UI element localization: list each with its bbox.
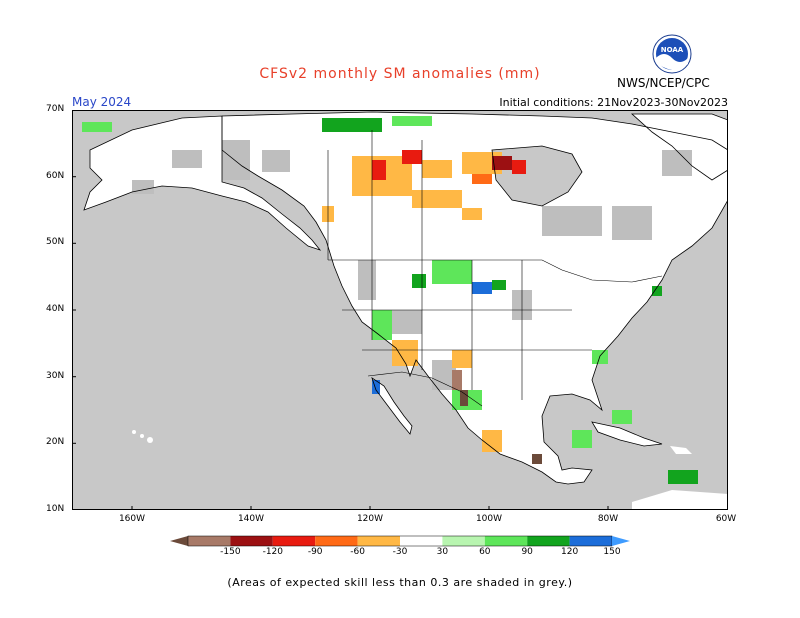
colorbar-tick-label: -30 [392,547,408,557]
initial-conditions-label: Initial conditions: 21Nov2023-30Nov2023 [499,96,728,109]
footnote: (Areas of expected skill less than 0.3 a… [227,576,573,589]
anomaly-cells [82,116,698,484]
colorbar-cell [484,536,528,546]
map-title: CFSv2 monthly SM anomalies (mm) [259,66,541,82]
political-borders [221,116,663,407]
valid-month-label: May 2024 [72,95,132,109]
colorbar-tick-label: 120 [561,547,579,557]
colorbar-arrow-right [612,536,630,546]
lat-label-20: 20N [46,437,65,447]
lat-label-30: 30N [46,371,65,381]
lon-label-120w: 120W [356,514,384,524]
lat-label-70: 70N [46,104,65,114]
colorbar-cell [272,536,316,546]
colorbar-tick-label: -90 [307,547,323,557]
lat-label-60: 60N [46,171,65,181]
colorbar-cell [400,536,443,546]
colorbar-cell [569,536,612,546]
lon-label-140w: 140W [237,514,265,524]
agency-label: NWS/NCEP/CPC [617,76,710,90]
colorbar-cell [315,536,358,546]
lat-label-40: 40N [46,304,65,314]
noaa-logo-text: NOAA [661,46,684,54]
colorbar-cell [527,536,570,546]
colorbar-tick-label: -120 [262,547,284,557]
colorbar-cell [230,536,273,546]
colorbar-tick-label: 30 [436,547,449,557]
colorbar-cell [188,536,231,546]
lon-label-80w: 80W [597,514,619,524]
lon-label-60w: 60W [715,514,737,524]
colorbar-cells [187,535,613,547]
colorbar-tick-label: -60 [350,547,365,557]
lat-label-50: 50N [46,237,65,247]
colorbar-cell [357,536,400,546]
axis-ticks [72,176,609,510]
colorbar-cell [442,536,485,546]
anomaly-map [72,110,728,510]
colorbar [170,535,630,547]
coastlines [83,111,728,485]
colorbar-arrow-left [170,536,188,546]
colorbar-tick-label: 90 [521,547,533,557]
colorbar-tick-label: 150 [603,547,621,557]
colorbar-tick-label: 60 [479,547,491,557]
colorbar-tick-label: -150 [220,547,241,557]
noaa-logo-icon: NOAA [652,34,692,74]
lat-label-10: 10N [46,504,65,514]
lon-label-100w: 100W [475,514,503,524]
low-skill-shading [132,140,692,390]
lon-label-160w: 160W [118,514,146,524]
